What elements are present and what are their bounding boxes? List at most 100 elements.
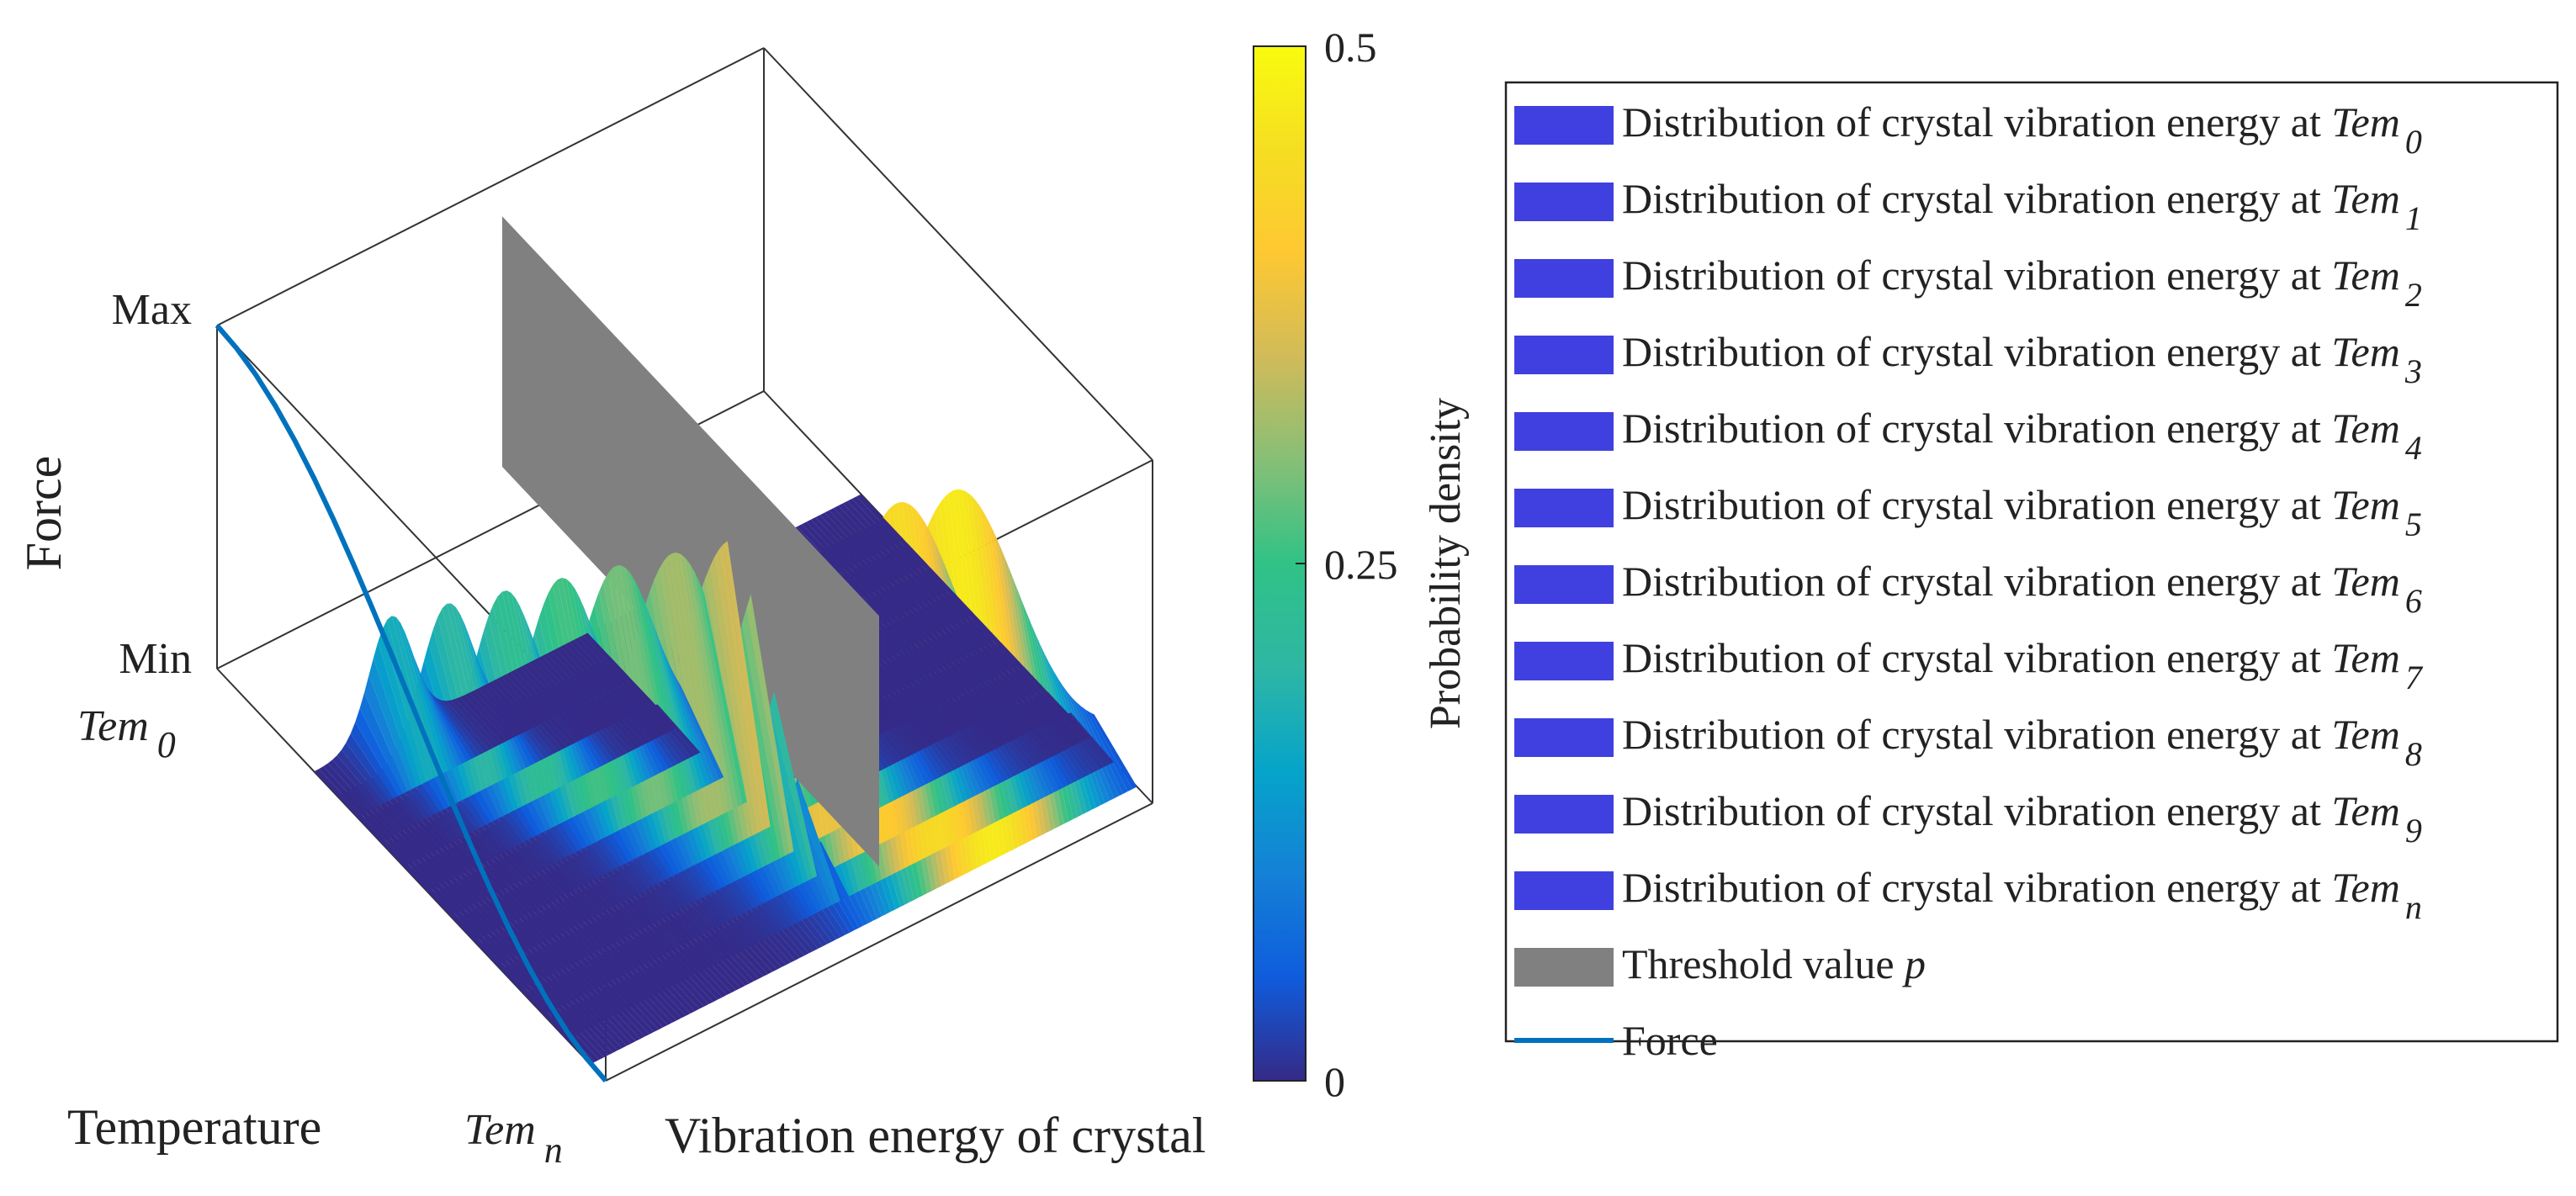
box-edge-4 [763, 47, 1153, 461]
surface-strip [806, 519, 854, 568]
surface-strip [676, 678, 724, 780]
legend-swatch [1514, 795, 1614, 833]
surface-strip [667, 659, 715, 785]
legend-item: Distribution of crystal vibration energy… [1514, 711, 2422, 773]
surface-strip [323, 763, 371, 812]
legend-label: Distribution of crystal vibration energy… [1622, 328, 2422, 390]
legend-symbol: Tem [2331, 481, 2400, 528]
legend-text: Distribution of crystal vibration energy… [1622, 634, 2331, 681]
surface-strip [681, 554, 729, 814]
surface-strip [695, 573, 743, 807]
surface-strip [350, 722, 399, 799]
legend-label: Distribution of crystal vibration energy… [1622, 98, 2422, 161]
legend-item: Force [1514, 1017, 1718, 1064]
x-start-sym: Tem [77, 702, 149, 750]
surface-strip [478, 685, 526, 734]
surface-strip [510, 669, 558, 718]
legend-text: Distribution of crystal vibration energy… [1622, 328, 2331, 375]
colorbar-tick-label: 0.25 [1324, 541, 1398, 588]
surface-strip [699, 582, 747, 805]
surface-strip [501, 675, 549, 722]
legend-item: Distribution of crystal vibration energy… [1514, 328, 2422, 390]
surface-strip [1080, 706, 1128, 794]
colorbar-tick-label: 0.5 [1324, 24, 1377, 71]
surface-strip [514, 667, 563, 716]
legend-symbol: Tem [2331, 405, 2400, 452]
surface-strip [459, 695, 508, 744]
legend-label: Distribution of crystal vibration energy… [1622, 481, 2422, 543]
x-start-sub: 0 [157, 724, 176, 765]
legend-symbol: Tem [2331, 98, 2400, 146]
legend-symbol: Tem [2331, 558, 2400, 605]
legend-subscript: 6 [2405, 582, 2422, 620]
surface-strip [746, 594, 794, 854]
surface-strip [819, 512, 867, 561]
surface-strip [332, 755, 380, 808]
surface-strip [427, 689, 476, 759]
legend-item: Distribution of crystal vibration energy… [1514, 634, 2424, 696]
surface-strip [314, 769, 362, 818]
legend-item: Distribution of crystal vibration energy… [1514, 98, 2422, 161]
legend-text: Distribution of crystal vibration energy… [1622, 558, 2331, 605]
z-max-label: Max [112, 286, 192, 334]
legend-text: Force [1622, 1017, 1718, 1064]
surface-strip [834, 505, 882, 553]
surface-strip [378, 628, 426, 785]
legend-subscript: 2 [2405, 276, 2422, 314]
surface-strip [574, 638, 622, 685]
legend-label: Distribution of crystal vibration energy… [1622, 558, 2422, 620]
force-curve [215, 324, 608, 1082]
legend-subscript: 5 [2405, 505, 2422, 543]
surface-strip [400, 623, 448, 774]
legend-item: Distribution of crystal vibration energy… [1514, 787, 2422, 849]
box-edge-0 [216, 47, 765, 326]
surface-strip [1089, 712, 1137, 790]
surface-strip [551, 648, 599, 697]
surface-strip [737, 624, 785, 859]
legend-symbol: Tem [2331, 787, 2400, 834]
legend-swatch [1514, 718, 1614, 757]
surface-strip [842, 500, 891, 549]
surface-strip [824, 510, 872, 558]
surface-strip [528, 660, 576, 709]
legend-swatch [1514, 871, 1614, 910]
surface-strip [432, 695, 480, 757]
surface-strip [491, 679, 539, 728]
surface-strip [318, 766, 367, 815]
surface-strip [368, 658, 416, 790]
surface-strip [671, 669, 719, 782]
x-start-label: Tem 0 [77, 702, 176, 765]
surface-strip [856, 494, 904, 542]
surface-strip [686, 558, 734, 812]
y-axis-label: Vibration energy of crystal [665, 1108, 1206, 1163]
legend-symbol: Tem [2331, 328, 2400, 375]
x-end-sub: n [544, 1130, 563, 1171]
legend-label: Distribution of crystal vibration energy… [1622, 864, 2422, 926]
surface-strip [464, 692, 512, 741]
surface-strip [533, 658, 580, 706]
surface-strip [496, 676, 544, 725]
box-edge-11 [605, 802, 1153, 1082]
legend-label: Distribution of crystal vibration energy… [1622, 175, 2422, 237]
legend-subscript: 1 [2405, 199, 2422, 237]
x-end-sym: Tem [464, 1106, 536, 1154]
surface-strip [506, 672, 554, 720]
legend-label: Distribution of crystal vibration energy… [1622, 405, 2422, 467]
z-min-label: Min [119, 635, 192, 683]
surface-strip [718, 544, 766, 832]
surface-strip [676, 553, 724, 816]
legend-text: Distribution of crystal vibration energy… [1622, 787, 2331, 834]
legend-subscript: 4 [2405, 429, 2422, 467]
legend-swatch [1514, 259, 1614, 298]
surface-strip [851, 496, 899, 544]
surface-strip [555, 647, 603, 695]
legend-text: Distribution of crystal vibration energy… [1622, 864, 2331, 911]
surface-strip [815, 515, 863, 563]
surface-strip [564, 642, 612, 691]
surface-strip [810, 517, 859, 565]
legend-item: Distribution of crystal vibration energy… [1514, 558, 2422, 620]
surface-strip [414, 658, 462, 766]
surface-strip [419, 669, 467, 765]
surface-strip [723, 541, 771, 829]
